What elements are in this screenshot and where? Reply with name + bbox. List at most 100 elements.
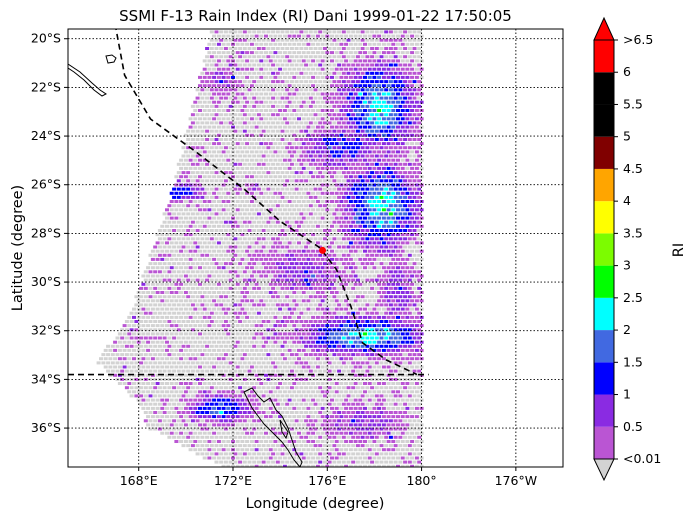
rain-pixel <box>228 121 233 125</box>
rain-pixel <box>200 394 205 398</box>
rain-pixel <box>240 67 245 71</box>
rain-pixel <box>391 133 396 137</box>
rain-pixel <box>282 315 287 319</box>
rain-pixel <box>271 162 276 166</box>
rain-pixel <box>381 175 386 179</box>
rain-pixel <box>315 398 320 402</box>
rain-pixel <box>183 241 188 245</box>
rain-pixel <box>259 191 264 195</box>
rain-pixel <box>346 394 351 398</box>
rain-pixel <box>226 241 231 245</box>
rain-pixel <box>200 320 205 323</box>
rain-pixel <box>233 154 238 158</box>
rain-pixel <box>245 109 250 112</box>
rain-pixel <box>287 34 292 38</box>
rain-pixel <box>304 104 309 108</box>
rain-pixel <box>172 245 177 249</box>
rain-pixel <box>209 353 214 357</box>
rain-pixel <box>365 187 370 191</box>
rain-pixel <box>346 253 351 257</box>
rain-pixel <box>183 224 188 228</box>
rain-pixel <box>268 34 273 38</box>
rain-pixel <box>412 295 417 299</box>
rain-pixel <box>162 303 167 307</box>
rain-pixel <box>304 353 309 357</box>
rain-pixel <box>388 320 393 323</box>
rain-pixel <box>294 270 299 274</box>
rain-pixel <box>238 187 243 191</box>
rain-pixel <box>386 282 391 286</box>
rain-pixel <box>254 307 259 311</box>
rain-pixel <box>226 117 231 121</box>
rain-pixel <box>289 237 294 241</box>
rain-pixel <box>136 299 141 303</box>
rain-pixel <box>198 348 202 352</box>
rain-pixel <box>391 84 396 88</box>
rain-pixel <box>332 353 337 357</box>
rain-pixel <box>370 96 375 100</box>
rain-pixel <box>414 340 419 344</box>
rain-pixel <box>301 208 306 212</box>
rain-pixel <box>235 398 240 402</box>
rain-pixel <box>240 166 245 170</box>
rain-pixel <box>221 84 226 88</box>
rain-pixel <box>245 382 250 385</box>
rain-pixel <box>398 237 403 241</box>
rain-pixel <box>414 200 419 203</box>
rain-pixel <box>266 113 271 117</box>
rain-pixel <box>252 253 257 257</box>
rain-pixel <box>398 146 403 150</box>
rain-pixel <box>155 299 160 303</box>
rain-pixel <box>212 382 217 385</box>
rain-pixel <box>405 348 410 352</box>
rain-pixel <box>148 295 153 299</box>
rain-pixel <box>311 390 316 394</box>
rain-pixel <box>386 233 391 237</box>
rain-pixel <box>341 71 346 75</box>
rain-pixel <box>403 129 408 133</box>
rain-pixel <box>318 96 323 100</box>
rain-pixel <box>186 162 191 166</box>
rain-pixel <box>228 30 233 34</box>
rain-pixel <box>398 394 403 398</box>
rain-pixel <box>219 204 224 208</box>
rain-pixel <box>183 257 188 261</box>
rain-pixel <box>358 224 363 228</box>
rain-pixel <box>294 336 299 340</box>
rain-pixel <box>202 208 207 212</box>
rain-pixel <box>273 92 278 96</box>
rain-pixel <box>172 204 177 208</box>
rain-pixel <box>299 71 304 75</box>
rain-pixel <box>339 84 344 88</box>
rain-pixel <box>261 162 266 166</box>
rain-pixel <box>393 262 398 266</box>
rain-pixel <box>313 320 318 323</box>
rain-pixel <box>306 150 311 154</box>
rain-pixel <box>228 187 233 191</box>
rain-pixel <box>285 353 290 357</box>
rain-pixel <box>146 348 151 352</box>
rain-pixel <box>370 71 375 75</box>
rain-pixel <box>313 71 318 75</box>
rain-pixel <box>245 175 250 179</box>
rain-pixel <box>381 158 386 162</box>
rain-pixel <box>379 38 384 42</box>
rain-pixel <box>351 47 356 50</box>
rain-pixel <box>414 100 419 104</box>
rain-pixel <box>198 274 202 278</box>
rain-pixel <box>381 142 386 146</box>
rain-pixel <box>370 88 375 92</box>
rain-pixel <box>235 233 240 237</box>
rain-pixel <box>129 369 134 373</box>
rain-pixel <box>289 286 294 290</box>
rain-pixel <box>176 328 181 332</box>
rain-pixel <box>313 171 318 175</box>
rain-pixel <box>146 365 151 369</box>
rain-pixel <box>365 262 370 266</box>
rain-pixel <box>214 30 219 34</box>
rain-pixel <box>129 328 134 332</box>
rain-pixel <box>266 278 271 282</box>
rain-pixel <box>287 216 292 220</box>
rain-pixel <box>186 195 191 199</box>
rain-pixel <box>238 129 243 133</box>
